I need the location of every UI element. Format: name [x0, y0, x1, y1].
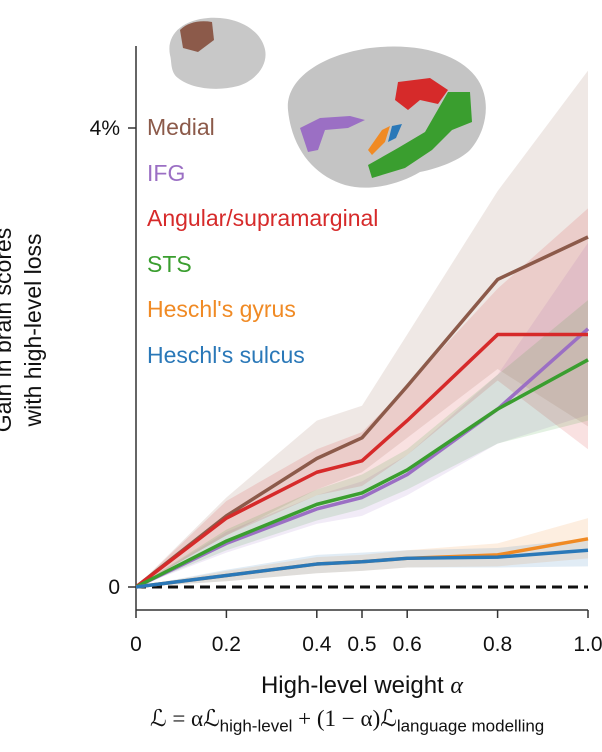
legend-item-heschl-gyrus: Heschl's gyrus — [147, 296, 296, 322]
band-sts — [136, 300, 588, 587]
y-tick-label: 4% — [90, 117, 120, 140]
legend-item-medial: Medial — [147, 114, 215, 140]
band-ifg — [136, 242, 588, 587]
legend-item-ifg: IFG — [147, 159, 186, 186]
x-tick-label: 0.5 — [347, 633, 376, 656]
x-tick-label: 0.6 — [393, 633, 422, 656]
series-lines — [134, 235, 590, 589]
formula-sub-high-level: high-level — [219, 716, 293, 736]
y-axis-label-line1: Gain in brain scores — [0, 227, 16, 433]
formula-mid: + (1 − α)ℒ — [292, 706, 397, 731]
legend-item-angular: Angular/supramarginal — [147, 205, 379, 231]
legend-item-heschl-sulcus: Heschl's sulcus — [147, 341, 305, 368]
y-axis-label-line2: with high-level loss — [20, 233, 46, 427]
legend: Medial IFG Angular/supramarginal STS Hes… — [147, 110, 378, 383]
legend-item-sts: STS — [147, 250, 192, 277]
formula-sub-language-modelling: language modelling — [396, 716, 545, 736]
x-tick-label: 0 — [130, 633, 142, 656]
x-axis-label: High-level weight α — [136, 672, 588, 700]
x-axis-label-text: High-level weight — [260, 672, 444, 699]
x-tick-label: 0.8 — [483, 633, 512, 656]
line-sts — [135, 358, 589, 589]
x-axis-symbol: α — [450, 673, 464, 699]
y-ticks: 0 4% — [90, 117, 136, 599]
line-medial — [134, 235, 589, 589]
band-heschl-s-gyrus — [136, 518, 588, 587]
x-ticks: 0 0.2 0.4 0.5 0.6 0.8 1.0 — [130, 610, 602, 656]
formula-lhs: ℒ = αℒ — [150, 706, 220, 731]
band-medial — [136, 70, 588, 587]
x-tick-label: 1.0 — [573, 633, 602, 656]
x-tick-label: 0.2 — [212, 633, 241, 656]
medial-brain-image — [169, 17, 266, 89]
loss-formula: ℒ = αℒhigh-level + (1 − α)ℒlanguage mode… — [150, 706, 544, 737]
line-heschl-s-sulcus — [135, 548, 589, 589]
band-angular-supramarginal — [136, 208, 588, 587]
x-tick-label: 0.4 — [302, 633, 332, 656]
line-angular-supramarginal — [134, 332, 588, 589]
y-tick-label: 0 — [108, 576, 120, 599]
lateral-brain-image — [287, 46, 486, 188]
